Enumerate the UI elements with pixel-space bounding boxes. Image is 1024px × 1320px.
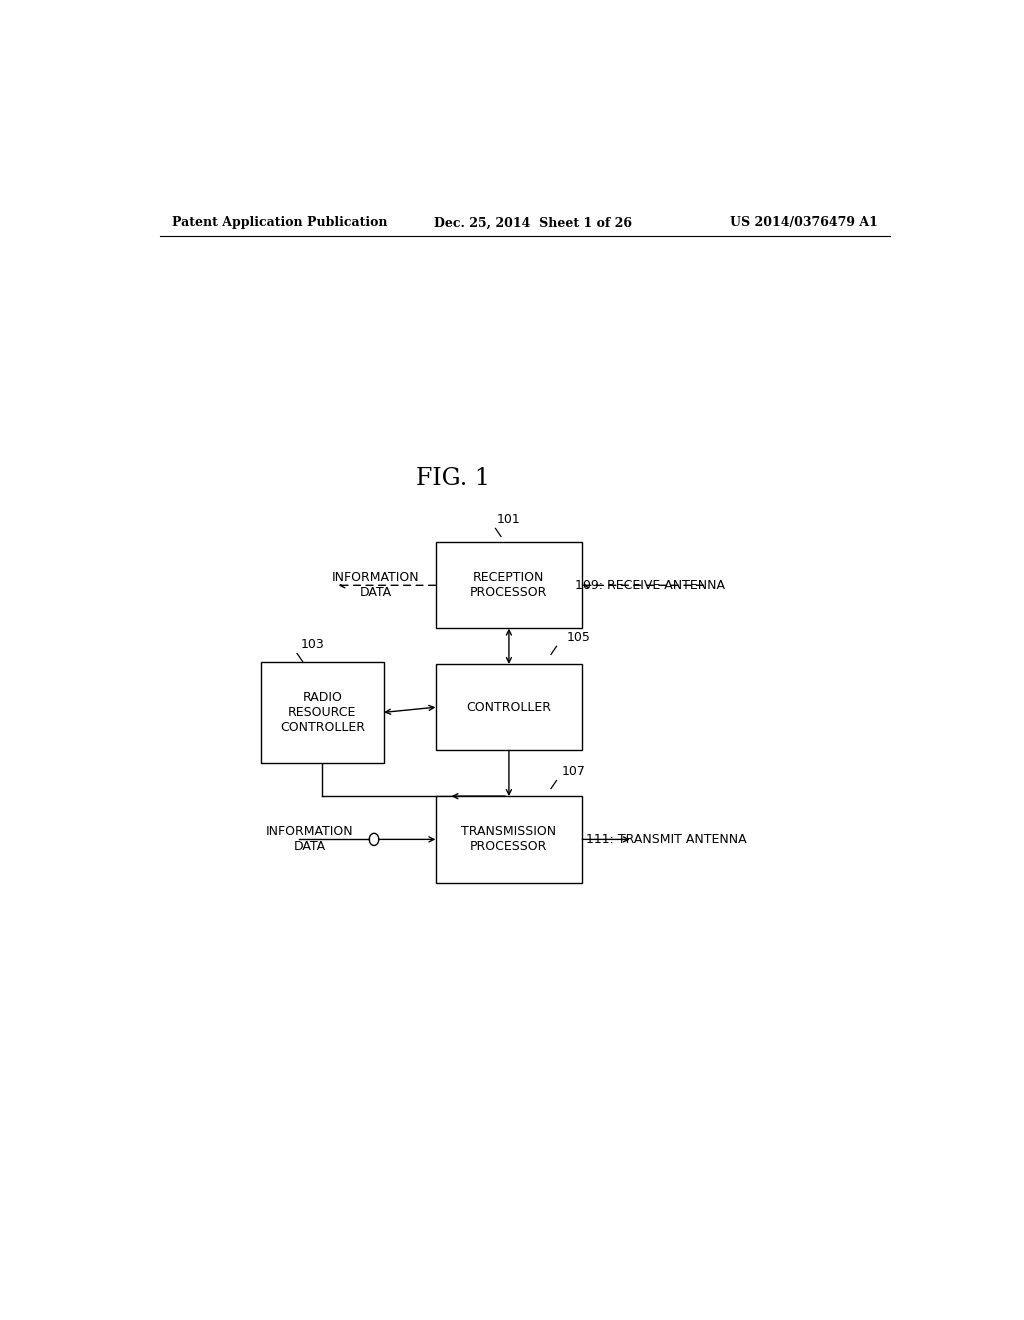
Text: Patent Application Publication: Patent Application Publication <box>172 216 387 230</box>
Text: 109: RECEIVE ANTENNA: 109: RECEIVE ANTENNA <box>575 578 725 591</box>
FancyBboxPatch shape <box>435 543 583 628</box>
Text: RADIO
RESOURCE
CONTROLLER: RADIO RESOURCE CONTROLLER <box>280 690 365 734</box>
FancyBboxPatch shape <box>261 661 384 763</box>
FancyBboxPatch shape <box>435 796 583 883</box>
Text: 107: 107 <box>562 766 586 779</box>
Text: 111: TRANSMIT ANTENNA: 111: TRANSMIT ANTENNA <box>587 833 746 846</box>
Text: TRANSMISSION
PROCESSOR: TRANSMISSION PROCESSOR <box>462 825 556 854</box>
Text: US 2014/0376479 A1: US 2014/0376479 A1 <box>730 216 878 230</box>
Text: RECEPTION
PROCESSOR: RECEPTION PROCESSOR <box>470 572 548 599</box>
Text: INFORMATION
DATA: INFORMATION DATA <box>332 572 420 599</box>
Text: 103: 103 <box>300 639 324 651</box>
Text: FIG. 1: FIG. 1 <box>417 467 490 490</box>
Text: 105: 105 <box>567 631 591 644</box>
Text: 101: 101 <box>497 513 521 527</box>
Text: INFORMATION
DATA: INFORMATION DATA <box>266 825 353 854</box>
Text: Dec. 25, 2014  Sheet 1 of 26: Dec. 25, 2014 Sheet 1 of 26 <box>433 216 632 230</box>
FancyBboxPatch shape <box>435 664 583 751</box>
Text: CONTROLLER: CONTROLLER <box>466 701 552 714</box>
